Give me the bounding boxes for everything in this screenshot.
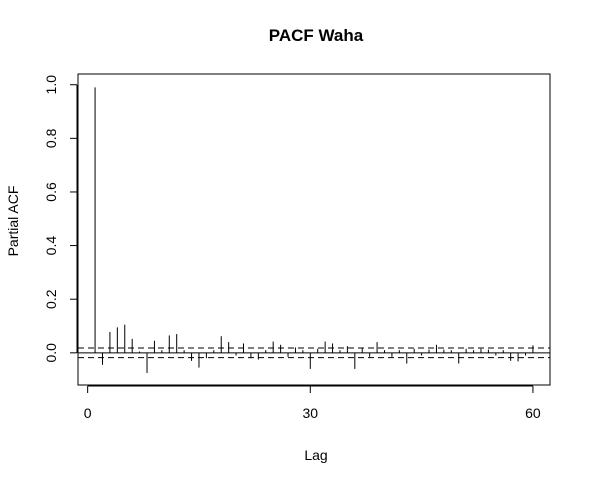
chart-title: PACF Waha (269, 26, 364, 45)
y-tick-label: 0.6 (43, 182, 59, 202)
pacf-spikes (94, 87, 534, 373)
y-tick-label: 0.8 (43, 128, 59, 148)
plot-frame (77, 73, 551, 386)
confidence-bounds (78, 347, 550, 359)
tick-layer: 0 30 60 0.0 0.2 0.4 0.6 0.8 1.0 (43, 75, 541, 421)
x-tick-label: 60 (525, 405, 541, 421)
x-tick-label: 30 (303, 405, 319, 421)
y-tick-label: 0.2 (43, 289, 59, 309)
y-tick-label: 0.0 (43, 343, 59, 363)
y-tick-label: 0.4 (43, 236, 59, 256)
x-axis-label: Lag (304, 447, 327, 463)
y-axis-label: Partial ACF (5, 186, 21, 257)
x-tick-label: 0 (84, 405, 92, 421)
y-tick-label: 1.0 (43, 75, 59, 95)
